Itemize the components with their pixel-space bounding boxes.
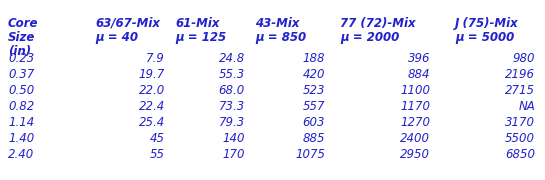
Text: 43-Mix: 43-Mix [255, 17, 300, 30]
Text: 420: 420 [302, 68, 325, 81]
Text: 0.82: 0.82 [8, 100, 34, 113]
Text: 0.50: 0.50 [8, 84, 34, 97]
Text: 2715: 2715 [505, 84, 535, 97]
Text: 140: 140 [222, 132, 245, 145]
Text: 3170: 3170 [505, 116, 535, 129]
Text: 2950: 2950 [400, 148, 430, 161]
Text: 1270: 1270 [400, 116, 430, 129]
Text: 1075: 1075 [295, 148, 325, 161]
Text: 6850: 6850 [505, 148, 535, 161]
Text: 2.40: 2.40 [8, 148, 34, 161]
Text: 980: 980 [512, 52, 535, 65]
Text: 68.0: 68.0 [219, 84, 245, 97]
Text: 25.4: 25.4 [139, 116, 165, 129]
Text: Size: Size [8, 31, 35, 44]
Text: Core: Core [8, 17, 39, 30]
Text: 885: 885 [302, 132, 325, 145]
Text: μ = 850: μ = 850 [255, 31, 306, 44]
Text: J (75)-Mix: J (75)-Mix [455, 17, 519, 30]
Text: 79.3: 79.3 [219, 116, 245, 129]
Text: NA: NA [518, 100, 535, 113]
Text: 55: 55 [150, 148, 165, 161]
Text: 77 (72)-Mix: 77 (72)-Mix [340, 17, 416, 30]
Text: 22.4: 22.4 [139, 100, 165, 113]
Text: 61-Mix: 61-Mix [175, 17, 220, 30]
Text: μ = 125: μ = 125 [175, 31, 226, 44]
Text: 884: 884 [408, 68, 430, 81]
Text: 523: 523 [302, 84, 325, 97]
Text: 55.3: 55.3 [219, 68, 245, 81]
Text: 45: 45 [150, 132, 165, 145]
Text: 73.3: 73.3 [219, 100, 245, 113]
Text: 7.9: 7.9 [146, 52, 165, 65]
Text: 1.40: 1.40 [8, 132, 34, 145]
Text: 188: 188 [302, 52, 325, 65]
Text: 5500: 5500 [505, 132, 535, 145]
Text: 2400: 2400 [400, 132, 430, 145]
Text: 396: 396 [408, 52, 430, 65]
Text: 1170: 1170 [400, 100, 430, 113]
Text: (in): (in) [8, 45, 31, 58]
Text: 0.37: 0.37 [8, 68, 34, 81]
Text: 0.23: 0.23 [8, 52, 34, 65]
Text: 63/67-Mix: 63/67-Mix [95, 17, 160, 30]
Text: 1100: 1100 [400, 84, 430, 97]
Text: 2196: 2196 [505, 68, 535, 81]
Text: 1.14: 1.14 [8, 116, 34, 129]
Text: μ = 40: μ = 40 [95, 31, 138, 44]
Text: μ = 2000: μ = 2000 [340, 31, 399, 44]
Text: μ = 5000: μ = 5000 [455, 31, 514, 44]
Text: 19.7: 19.7 [139, 68, 165, 81]
Text: 22.0: 22.0 [139, 84, 165, 97]
Text: 557: 557 [302, 100, 325, 113]
Text: 24.8: 24.8 [219, 52, 245, 65]
Text: 170: 170 [222, 148, 245, 161]
Text: 603: 603 [302, 116, 325, 129]
